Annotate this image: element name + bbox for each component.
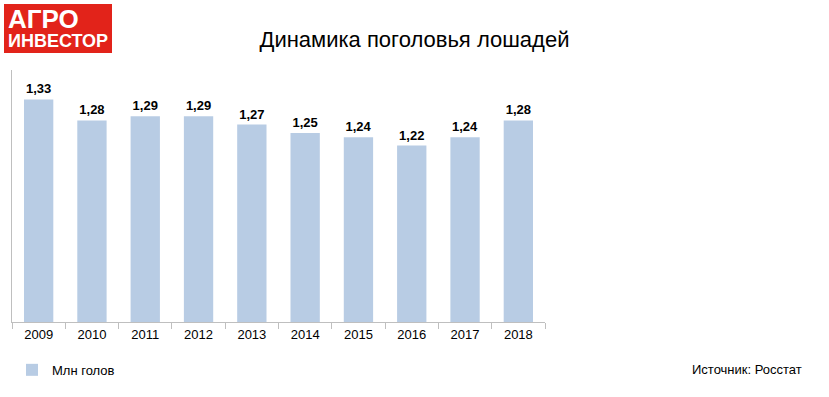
svg-text:2013: 2013	[237, 327, 266, 342]
html-text:АГРО: АГРО	[8, 4, 79, 34]
svg-text:1,29: 1,29	[133, 98, 158, 113]
svg-text:2009: 2009	[24, 327, 53, 342]
svg-text:2012: 2012	[184, 327, 213, 342]
svg-text:1,25: 1,25	[292, 115, 317, 130]
svg-text:2017: 2017	[451, 327, 480, 342]
svg-text:2014: 2014	[291, 327, 320, 342]
svg-text:1,28: 1,28	[506, 102, 531, 117]
svg-text:Млн голов: Млн голов	[52, 363, 115, 378]
svg-text:1,24: 1,24	[452, 119, 478, 134]
svg-text:1,29: 1,29	[186, 98, 211, 113]
svg-text:1,22: 1,22	[399, 128, 424, 143]
svg-text:1,28: 1,28	[79, 102, 104, 117]
svg-text:2016: 2016	[397, 327, 426, 342]
svg-text:Динамика поголовья лошадей: Динамика поголовья лошадей	[260, 27, 570, 52]
svg-text:2010: 2010	[77, 327, 106, 342]
svg-text:1,33: 1,33	[26, 81, 51, 96]
svg-text:2018: 2018	[504, 327, 533, 342]
svg-text:Источник: Росстат: Источник: Росстат	[692, 362, 802, 377]
html-text:ИНВЕСТОР: ИНВЕСТОР	[8, 31, 108, 51]
svg-text:1,27: 1,27	[239, 107, 264, 122]
svg-text:2011: 2011	[131, 327, 159, 342]
svg-text:1,24: 1,24	[345, 119, 371, 134]
svg-text:2015: 2015	[344, 327, 373, 342]
